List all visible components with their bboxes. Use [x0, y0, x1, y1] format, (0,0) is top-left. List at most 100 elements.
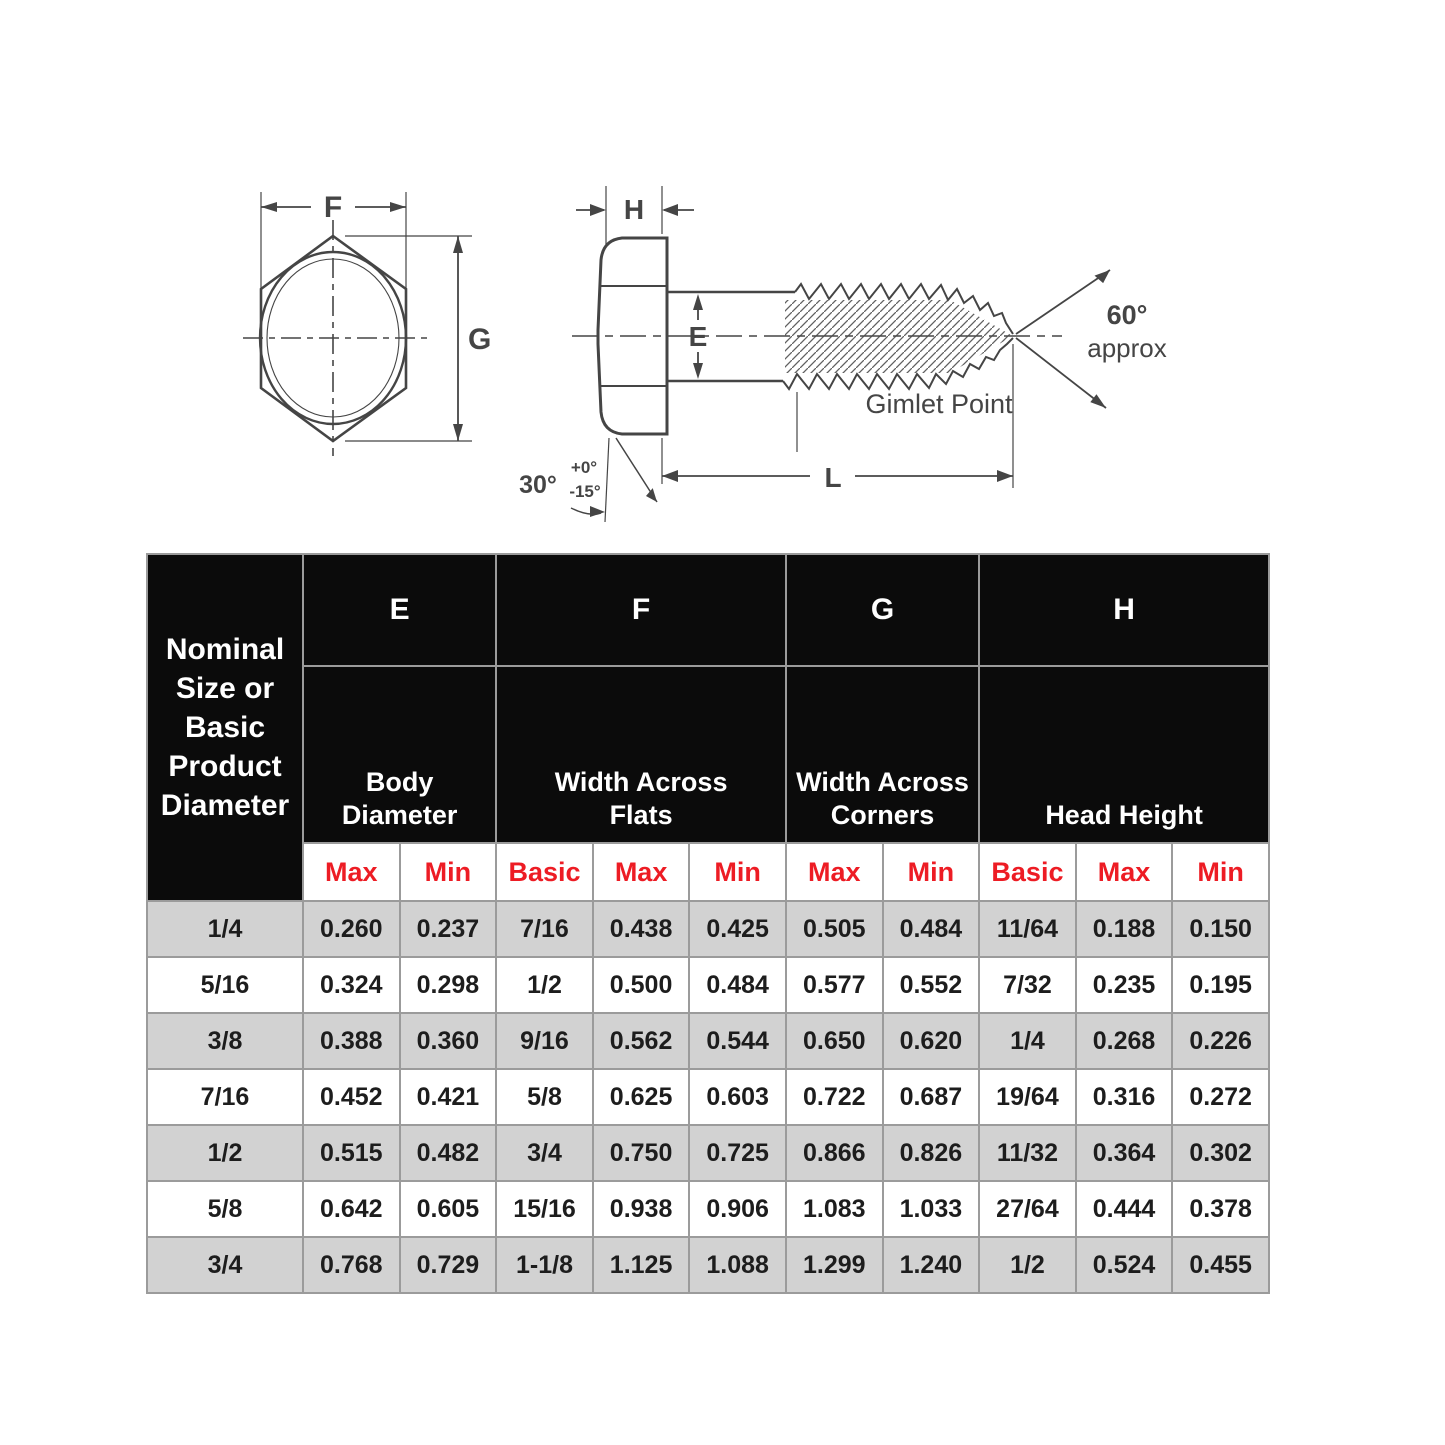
head-outline [596, 236, 669, 436]
value-cell: 1.240 [881, 1236, 981, 1294]
value-cell: 0.188 [1074, 900, 1174, 958]
subheader-g-max: Max [784, 842, 884, 902]
angle60-line-upper [1015, 269, 1111, 335]
value-cell: 1.299 [784, 1236, 884, 1294]
size-cell: 1/2 [146, 1124, 304, 1182]
value-cell: 0.272 [1171, 1068, 1270, 1126]
label-tol-minus: -15° [569, 482, 601, 501]
dim-h-arrow-left [590, 204, 606, 216]
label-l: L [824, 462, 841, 493]
group-h-letter: H [978, 553, 1270, 667]
subheader-row: Max Min Basic Max Min Max Min Basic Max … [147, 842, 1270, 902]
value-cell: 3/4 [495, 1124, 594, 1182]
value-cell: 0.544 [688, 1012, 787, 1070]
value-cell: 0.562 [591, 1012, 691, 1070]
group-f-name-text: Width Across Flats [554, 767, 728, 831]
value-cell: 0.425 [688, 900, 787, 958]
angle60-arrow-upper [1094, 270, 1110, 284]
thread-profile-top [794, 282, 1014, 335]
size-cell: 7/16 [146, 1068, 304, 1126]
dim-f-arrow-left [261, 202, 277, 212]
subheader-h-min: Min [1171, 842, 1270, 902]
group-name-row: Body Diameter Width Across Flats Width A… [147, 665, 1270, 844]
value-cell: 0.552 [881, 956, 981, 1014]
dim-l-arrow-left [662, 470, 678, 482]
subheader-g-min: Min [881, 842, 981, 902]
value-cell: 0.687 [881, 1068, 981, 1126]
value-cell: 0.938 [591, 1180, 691, 1238]
label-approx: approx [1087, 333, 1167, 363]
value-cell: 0.650 [784, 1012, 884, 1070]
value-cell: 0.484 [881, 900, 981, 958]
value-cell: 0.302 [1171, 1124, 1270, 1182]
value-cell: 0.360 [398, 1012, 498, 1070]
value-cell: 1-1/8 [495, 1236, 594, 1294]
subheader-f-min: Min [688, 842, 787, 902]
subheader-f-basic: Basic [495, 842, 594, 902]
value-cell: 0.826 [881, 1124, 981, 1182]
label-f: F [324, 191, 342, 224]
dim-f-arrow-right [390, 202, 406, 212]
size-cell: 5/16 [146, 956, 304, 1014]
size-cell: 5/8 [146, 1180, 304, 1238]
value-cell: 0.324 [302, 956, 401, 1014]
label-angle60: 60° [1107, 300, 1148, 330]
value-cell: 0.625 [591, 1068, 691, 1126]
group-g-name-text: Width Across Corners [796, 767, 969, 831]
value-cell: 0.150 [1171, 900, 1270, 958]
value-cell: 0.725 [688, 1124, 787, 1182]
table-row: 1/4 0.260 0.237 7/16 0.438 0.425 0.505 0.484 11/… [146, 900, 1270, 958]
value-cell: 0.642 [302, 1180, 401, 1238]
value-cell: 0.452 [302, 1068, 401, 1126]
angle60-arrow-lower [1090, 394, 1106, 408]
value-cell: 0.500 [591, 956, 691, 1014]
value-cell: 0.620 [881, 1012, 981, 1070]
spec-table-body: 1/4 0.260 0.237 7/16 0.438 0.425 0.505 0.484 11/… [146, 900, 1270, 1294]
value-cell: 1.033 [881, 1180, 981, 1238]
value-cell: 11/64 [978, 900, 1077, 958]
chamfer-ext-line [604, 437, 610, 523]
value-cell: 9/16 [495, 1012, 594, 1070]
value-cell: 0.316 [1074, 1068, 1174, 1126]
value-cell: 0.298 [398, 956, 498, 1014]
value-cell: 1/2 [978, 1236, 1077, 1294]
group-f-name: Width Across Flats [495, 665, 787, 844]
value-cell: 0.378 [1171, 1180, 1270, 1238]
size-cell: 3/4 [146, 1236, 304, 1294]
value-cell: 1.083 [784, 1180, 884, 1238]
value-cell: 0.577 [784, 956, 884, 1014]
group-f-letter: F [495, 553, 787, 667]
table-row: 7/16 0.452 0.421 5/8 0.625 0.603 0.722 0.687 19/… [146, 1068, 1270, 1126]
group-e-letter: E [301, 553, 498, 667]
label-e: E [689, 321, 708, 352]
value-cell: 0.482 [398, 1124, 498, 1182]
value-cell: 0.605 [398, 1180, 498, 1238]
group-g-letter: G [784, 553, 981, 667]
group-h-name: Head Height [978, 665, 1270, 844]
value-cell: 0.195 [1171, 956, 1270, 1014]
value-cell: 19/64 [978, 1068, 1077, 1126]
subheader-h-max: Max [1074, 842, 1174, 902]
dim-h-arrow-right [662, 204, 678, 216]
group-e-name: Body Diameter [301, 665, 498, 844]
value-cell: 0.722 [784, 1068, 884, 1126]
label-tol-plus: +0° [571, 458, 597, 477]
dim-e-arrow-top [693, 294, 703, 310]
value-cell: 0.750 [591, 1124, 691, 1182]
value-cell: 15/16 [495, 1180, 594, 1238]
value-cell: 7/16 [495, 900, 594, 958]
dim-l-arrow-right [997, 470, 1013, 482]
dim-e-arrow-bottom [693, 363, 703, 379]
label-gimlet-point: Gimlet Point [865, 389, 1013, 419]
value-cell: 1/2 [495, 956, 594, 1014]
value-cell: 0.866 [784, 1124, 884, 1182]
value-cell: 0.260 [302, 900, 401, 958]
size-cell: 3/8 [146, 1012, 304, 1070]
value-cell: 0.484 [688, 956, 787, 1014]
value-cell: 0.729 [398, 1236, 498, 1294]
value-cell: 0.226 [1171, 1012, 1270, 1070]
value-cell: 7/32 [978, 956, 1077, 1014]
value-cell: 0.421 [398, 1068, 498, 1126]
value-cell: 0.768 [302, 1236, 401, 1294]
